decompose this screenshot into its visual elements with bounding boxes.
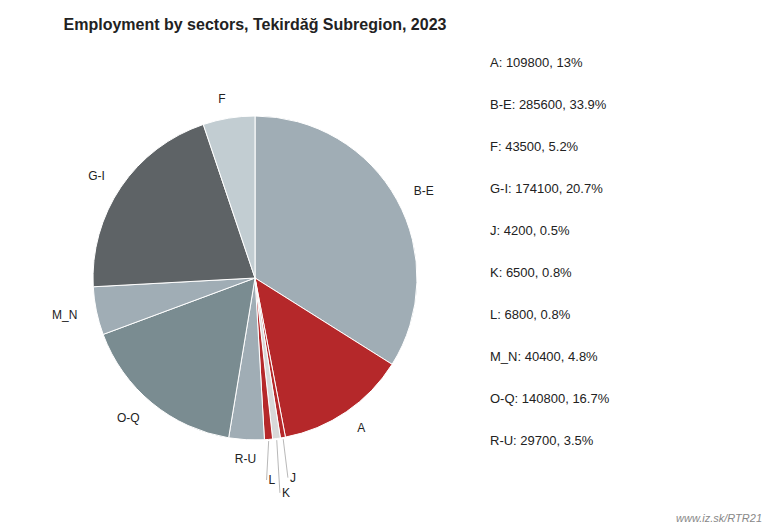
slice-label: J — [290, 471, 296, 485]
slice-labels: B-E A JKL R-U O-Q M_N G-I F — [52, 92, 434, 500]
slice-label: O-Q — [117, 411, 140, 425]
slice-label: M_N — [52, 308, 77, 322]
slice-label: B-E — [414, 184, 434, 198]
legend-entry: O-Q: 140800, 16.7% — [490, 391, 610, 406]
legend-entry: A: 109800, 13% — [490, 55, 583, 70]
legend-entry: B-E: 285600, 33.9% — [490, 97, 607, 112]
slice — [203, 116, 255, 278]
title: Employment by sectors, Tekirdăğ Subregio… — [64, 16, 447, 33]
leader-line — [277, 440, 280, 493]
legend-entry: M_N: 40400, 4.8% — [490, 349, 598, 364]
leader-lines — [267, 439, 288, 493]
legend-entry: K: 6500, 0.8% — [490, 265, 572, 280]
slice-label: L — [269, 473, 276, 487]
legend: A: 109800, 13% B-E: 285600, 33.9% F: 43500… — [490, 55, 610, 448]
legend-entry: L: 6800, 0.8% — [490, 307, 571, 322]
chart: Employment by sectors, Tekirdăğ Subregio… — [0, 0, 782, 532]
slice-label: K — [282, 486, 290, 500]
pie — [93, 116, 417, 440]
legend-entry: G-I: 174100, 20.7% — [490, 181, 603, 196]
slice-label: G-I — [88, 169, 105, 183]
slice — [93, 278, 255, 334]
slice-label: R-U — [235, 452, 256, 466]
slice-label: A — [357, 421, 365, 435]
legend-entry: F: 43500, 5.2% — [490, 139, 579, 154]
legend-entry: J: 4200, 0.5% — [490, 223, 570, 238]
slice-label: F — [218, 92, 225, 106]
legend-entry: R-U: 29700, 3.5% — [490, 433, 594, 448]
leader-line — [283, 439, 288, 477]
watermark: www.iz.sk/RTR21 — [676, 512, 762, 524]
